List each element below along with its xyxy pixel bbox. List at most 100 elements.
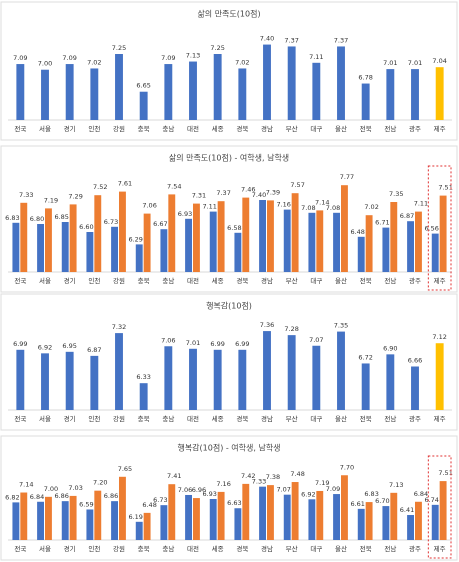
bar [263,44,271,121]
value-label: 6.86 [54,492,68,500]
bar [65,64,74,120]
bar [411,69,419,120]
value-label: 7.13 [186,52,200,60]
x-tick-label: 서울 [39,276,51,285]
bar [143,213,151,272]
value-label: 7.00 [44,485,58,493]
highlight-box [427,165,452,291]
value-label: 7.39 [266,188,280,196]
value-label: 7.01 [186,339,200,347]
value-label: 6.86 [104,492,118,500]
value-label: 6.80 [30,215,44,223]
x-tick-label: 광주 [409,415,421,423]
x-tick-label: 전북 [360,276,372,285]
x-tick-label: 경기 [64,276,76,285]
value-label: 6.58 [227,224,241,232]
x-tick-label: 인천 [88,414,100,423]
x-tick-label: 전북 [360,544,372,553]
value-label: 6.93 [202,490,216,498]
value-label: 6.83 [5,214,19,222]
x-tick-label: 전남 [384,544,396,553]
bar [316,490,324,540]
bar [12,502,20,540]
x-tick-label: 대전 [187,544,199,553]
value-label: 7.31 [192,192,206,200]
x-tick-label: 대구 [310,545,322,553]
bar [287,46,296,121]
x-tick-label: 충북 [138,276,150,285]
value-label: 7.12 [432,333,446,341]
value-label: 6.72 [358,353,372,361]
x-tick-label: 울산 [335,414,347,423]
value-label: 6.87 [400,212,414,220]
bar [267,485,274,540]
bar [139,91,148,120]
value-label: 7.09 [326,485,340,493]
value-label: 7.52 [93,183,107,191]
bar [143,512,151,540]
value-label: 7.01 [383,59,397,67]
x-tick-label: 대구 [310,125,322,133]
bar [94,490,102,540]
x-tick-label: 충북 [138,544,150,553]
value-label: 7.33 [252,478,266,486]
value-label: 7.06 [142,202,156,210]
bar [193,203,200,272]
x-tick-label: 전남 [384,124,396,133]
value-label: 6.56 [424,225,438,233]
chart-frame [0,293,458,431]
bar [41,353,49,410]
value-label: 7.03 [68,484,82,492]
x-tick-label: 대구 [310,415,322,423]
value-label: 7.06 [178,486,192,494]
value-label: 6.93 [178,210,192,218]
x-tick-label: 강원 [113,544,125,553]
x-tick-label: 서울 [39,414,51,423]
x-tick-label: 울산 [335,544,347,553]
bar [213,349,222,410]
chart-frame [0,1,458,141]
value-label: 6.61 [350,500,364,508]
x-tick-label: 충남 [162,544,174,553]
value-label: 7.08 [326,204,340,212]
value-label: 6.71 [375,219,389,227]
bar [189,348,197,410]
x-tick-label: 경기 [64,414,76,423]
bar [90,68,99,120]
x-tick-label: 부산 [286,276,298,285]
bar [308,499,316,540]
x-tick-label: 울산 [335,276,347,285]
bar [242,197,250,272]
value-label: 7.70 [340,463,354,471]
bar [209,498,217,540]
bar [90,355,99,410]
x-tick-label: 강원 [113,414,125,423]
value-label: 6.99 [210,340,224,348]
x-tick-label: 강원 [113,124,125,133]
bar [234,232,242,272]
chart-title: 행복감(10점) - 여학생, 남학생 [177,443,280,453]
x-tick-label: 인천 [88,544,100,553]
value-label: 6.66 [408,356,422,364]
value-label: 7.09 [62,54,76,62]
x-tick-label: 경남 [261,276,273,285]
bar [407,221,414,272]
x-tick-label: 광주 [409,545,421,553]
value-label: 7.51 [438,184,452,192]
bar [337,46,345,121]
value-label: 7.04 [432,57,446,65]
value-label: 6.67 [153,220,167,228]
x-tick-label: 부산 [286,544,298,553]
bar [386,354,395,410]
value-label: 6.63 [227,499,241,507]
bar [86,509,94,540]
x-tick-label: 충남 [162,124,174,133]
bar [291,193,299,272]
x-tick-label: 대전 [187,414,199,423]
bar [316,210,324,272]
x-tick-label: 전북 [360,124,372,133]
bar [365,502,373,540]
chart-title: 삶의 만족도(10점) [197,9,260,19]
value-label: 7.11 [309,53,323,61]
bar [61,222,69,272]
